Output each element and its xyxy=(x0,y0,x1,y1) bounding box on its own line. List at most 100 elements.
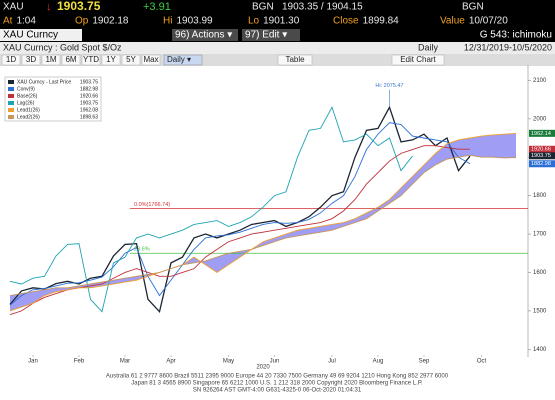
high-label: Hi: 2075.47 xyxy=(375,83,403,89)
quote-value: 1899.84 xyxy=(363,16,400,27)
range-button[interactable] xyxy=(41,54,61,66)
actions-button[interactable] xyxy=(172,29,238,41)
x-tick-label: Mar xyxy=(120,359,130,365)
security-box[interactable] xyxy=(0,29,82,41)
range-label[interactable]: Max xyxy=(143,55,158,64)
last-price: 1903.75 xyxy=(57,0,101,13)
x-tick-label: Aug xyxy=(373,359,384,365)
frequency[interactable]: Daily ▾ xyxy=(167,55,191,64)
ask-source: BGN xyxy=(462,2,484,13)
legend-name: Base(26) xyxy=(17,93,38,99)
price-tag-label: 1903.75 xyxy=(531,153,551,159)
range-label[interactable]: 5Y xyxy=(126,55,136,64)
price-tag xyxy=(529,152,555,160)
reference-label: 23.6% xyxy=(134,247,150,253)
range-button[interactable] xyxy=(121,54,141,66)
x-tick-label: May xyxy=(223,359,234,365)
range-button[interactable] xyxy=(1,54,21,66)
x-tick-label: Jun xyxy=(270,359,280,365)
price-tag-label: 1920.66 xyxy=(531,147,551,153)
security[interactable]: XAU Curncy xyxy=(3,30,58,41)
period: Daily xyxy=(418,42,439,52)
y-tick-label: 1800 xyxy=(533,193,547,199)
edit-chart[interactable]: Edit Chart xyxy=(400,55,436,64)
x-tick-label: Jul xyxy=(328,359,336,365)
quote-label: Op xyxy=(75,16,89,27)
range-buttons: 1D 3D 1M 6M YTD 1Y 5Y Max Daily ▾ Table Edit Chart xyxy=(1,54,445,66)
quote-label: Close xyxy=(333,16,359,27)
x-tick-label: Sep xyxy=(419,359,430,365)
ticker: XAU xyxy=(3,2,24,13)
footer-line: Australia 61 2 9777 8600 Brazil 5511 239… xyxy=(106,374,449,380)
x-tick-label: Oct xyxy=(477,359,487,365)
range-label[interactable]: 1Y xyxy=(106,55,116,64)
date-range: 12/31/2019-10/5/2020 xyxy=(464,42,552,52)
edit-chart-button[interactable] xyxy=(391,54,445,66)
price-tag-label: 1962.14 xyxy=(531,131,551,137)
quote-value: 1901.30 xyxy=(263,16,300,27)
legend-value: 1882.98 xyxy=(80,86,98,92)
edit-button[interactable] xyxy=(242,29,300,41)
quote-label: Hi xyxy=(163,16,172,27)
y-tick-label: 1600 xyxy=(533,270,547,276)
legend-swatch xyxy=(8,108,14,112)
actions[interactable]: 96) Actions ▾ xyxy=(175,30,232,41)
range-label[interactable]: 6M xyxy=(65,55,76,64)
table-button[interactable] xyxy=(277,54,313,66)
range-label[interactable]: 1D xyxy=(6,55,16,64)
quote-label: At xyxy=(3,16,13,27)
frequency-button[interactable] xyxy=(163,54,203,66)
legend-swatch xyxy=(8,80,14,84)
edit[interactable]: 97) Edit ▾ xyxy=(245,30,287,41)
range-button[interactable] xyxy=(101,54,121,66)
quote-value: 1:04 xyxy=(16,16,36,27)
price-tag xyxy=(529,145,555,153)
legend-swatch xyxy=(8,87,14,91)
range-label[interactable]: 3D xyxy=(26,55,36,64)
legend-value: 1903.75 xyxy=(80,79,98,85)
function-name: G 543: ichimoku xyxy=(480,30,552,41)
legend-swatch xyxy=(8,115,14,119)
legend-value: 1903.75 xyxy=(80,100,98,106)
x-tick-label: Feb xyxy=(74,359,85,365)
range-label[interactable]: 1M xyxy=(45,55,56,64)
y-tick-label: 1400 xyxy=(533,347,547,353)
y-tick-label: 1700 xyxy=(533,232,547,238)
y-tick-label: 1500 xyxy=(533,308,547,314)
legend-swatch xyxy=(8,94,14,98)
range-button[interactable] xyxy=(81,54,101,66)
security-name: XAU Curncy : Gold Spot $/Oz xyxy=(3,42,122,52)
reference-label: 0.0%(1766.74) xyxy=(134,202,170,208)
series-line xyxy=(9,106,413,313)
legend-value: 1898.63 xyxy=(80,114,98,120)
range-label[interactable]: YTD xyxy=(83,55,99,64)
legend-value: 1920.66 xyxy=(80,93,98,99)
footer-line: Japan 81 3 4565 8900 Singapore 65 6212 1… xyxy=(131,381,423,387)
quote-value: 10/07/20 xyxy=(469,16,508,27)
price-tag xyxy=(529,129,555,137)
legend-name: Lag(26) xyxy=(17,100,35,106)
price-tag xyxy=(529,160,555,168)
quote-value: 1903.99 xyxy=(176,16,213,27)
y-tick-label: 2000 xyxy=(533,116,547,122)
bid-source: BGN xyxy=(252,2,274,13)
table[interactable]: Table xyxy=(285,55,305,64)
range-button[interactable] xyxy=(61,54,81,66)
range-button[interactable] xyxy=(21,54,41,66)
footer: Australia 61 2 9777 8600 Brazil 5511 239… xyxy=(106,374,449,394)
footer-line: SN 926264 AST GMT-4:00 G631-4325-0 06-Oc… xyxy=(193,388,362,394)
quote-label: Lo xyxy=(248,16,260,27)
legend-name: Lead2(26) xyxy=(17,114,40,120)
legend-swatch xyxy=(8,101,14,105)
quote-label: Value xyxy=(440,16,465,27)
x-group-label: 2020 xyxy=(256,365,270,371)
legend-name: Lead1(26) xyxy=(17,107,40,113)
range-button[interactable] xyxy=(141,54,161,66)
series-line xyxy=(9,132,517,312)
price-tag-label: 1882.98 xyxy=(531,161,551,167)
arrow: ↓ xyxy=(46,1,52,13)
bid-ask: 1903.35 / 1904.15 xyxy=(282,2,363,13)
legend-name: XAU Curncy - Last Price xyxy=(17,79,71,85)
legend-box xyxy=(4,76,102,122)
